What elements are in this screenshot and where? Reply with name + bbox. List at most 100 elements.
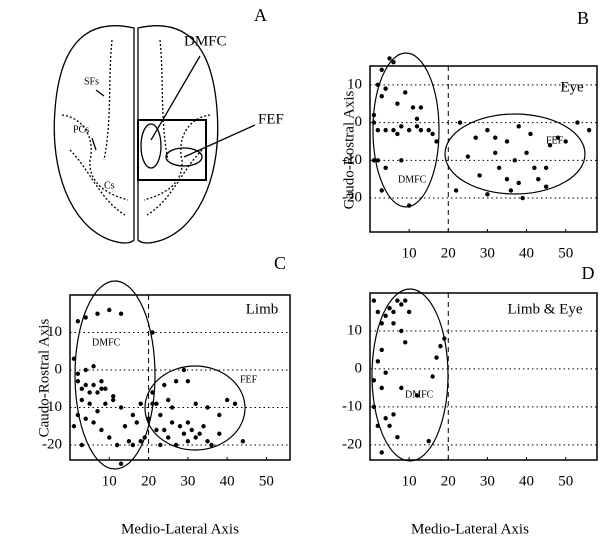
point xyxy=(399,124,404,129)
point xyxy=(414,393,420,398)
sulcus xyxy=(61,114,129,201)
annotation: FEF xyxy=(546,135,564,146)
point xyxy=(158,442,163,448)
plot-frame xyxy=(369,65,598,233)
point xyxy=(391,60,396,65)
panel-letter: B xyxy=(577,8,589,28)
point xyxy=(387,56,392,61)
point xyxy=(426,127,431,133)
diagram-label: DMFC xyxy=(184,33,227,49)
point xyxy=(504,176,510,182)
point xyxy=(142,435,147,440)
x-tick-label: 50 xyxy=(259,473,274,489)
point xyxy=(473,135,478,140)
point xyxy=(103,386,108,391)
point xyxy=(520,195,525,201)
point xyxy=(391,309,396,315)
x-tick-label: 40 xyxy=(220,473,235,489)
point xyxy=(383,370,388,375)
point xyxy=(107,307,112,313)
region-ellipse xyxy=(74,280,156,470)
y-tick-label: 10 xyxy=(347,76,362,92)
point xyxy=(414,116,420,122)
y-tick-label: -10 xyxy=(342,398,362,414)
region-box xyxy=(137,119,207,181)
sulcus xyxy=(159,39,169,161)
y-tick-label: 10 xyxy=(347,322,362,338)
point xyxy=(185,420,191,425)
point xyxy=(453,188,459,193)
point xyxy=(586,127,592,133)
sulcus xyxy=(103,39,113,161)
brain-diagram xyxy=(53,25,256,244)
point xyxy=(83,382,88,388)
point xyxy=(154,401,159,406)
point xyxy=(406,309,412,315)
chart-title: Eye xyxy=(560,79,584,95)
point xyxy=(457,120,463,125)
point xyxy=(181,367,187,373)
point xyxy=(138,439,143,444)
point xyxy=(205,405,210,410)
point xyxy=(83,416,88,421)
point xyxy=(516,124,521,129)
x-axis-label: Medio-Lateral Axis xyxy=(121,521,239,537)
y-tick-label: 0 xyxy=(355,360,363,376)
point xyxy=(79,386,84,391)
point xyxy=(524,150,529,155)
y-axis-label: Caudo-Rostral Axis xyxy=(36,318,52,437)
point xyxy=(375,359,381,364)
point xyxy=(477,173,482,178)
point xyxy=(442,336,447,341)
point xyxy=(391,321,396,326)
point xyxy=(430,374,435,379)
y-axis-label: Caudo-Rostral Axis xyxy=(341,90,357,209)
x-tick-label: 10 xyxy=(102,473,117,489)
right-hemisphere xyxy=(137,25,219,244)
point xyxy=(79,397,84,403)
point xyxy=(379,188,384,193)
point xyxy=(158,412,163,418)
chart-title: Limb & Eye xyxy=(508,301,583,317)
pointer xyxy=(183,124,256,158)
point xyxy=(399,328,404,334)
point xyxy=(375,309,381,315)
point xyxy=(71,356,77,361)
x-tick-label: 10 xyxy=(402,245,417,261)
point xyxy=(430,131,435,137)
point xyxy=(379,67,384,72)
point xyxy=(426,438,431,444)
point xyxy=(391,127,396,133)
point xyxy=(79,442,84,448)
point xyxy=(383,86,388,91)
point xyxy=(240,439,246,444)
diagram-label: Cs xyxy=(104,180,115,191)
point xyxy=(111,397,116,403)
point xyxy=(375,127,381,133)
point xyxy=(122,424,128,429)
point xyxy=(107,435,112,440)
annotation: FEF xyxy=(240,374,258,385)
point xyxy=(485,192,490,197)
point xyxy=(130,412,136,418)
point xyxy=(197,431,202,436)
point xyxy=(193,435,198,440)
point xyxy=(532,165,537,171)
x-tick-label: 20 xyxy=(441,245,456,261)
point xyxy=(166,397,171,403)
point xyxy=(103,401,108,406)
panel-letter: C xyxy=(274,253,286,273)
point xyxy=(379,450,384,455)
point xyxy=(543,184,549,189)
region-ellipse xyxy=(444,113,586,195)
point xyxy=(410,105,416,110)
point xyxy=(114,442,120,448)
point xyxy=(375,82,381,88)
point xyxy=(383,313,388,318)
point xyxy=(395,298,400,303)
point xyxy=(485,127,490,133)
point xyxy=(371,404,377,410)
point xyxy=(391,412,396,417)
point xyxy=(512,158,518,163)
